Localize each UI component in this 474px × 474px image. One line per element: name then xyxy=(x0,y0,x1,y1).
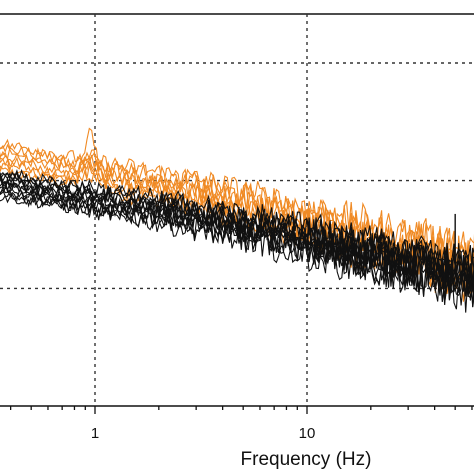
x-axis-label: Frequency (Hz) xyxy=(241,449,372,470)
x-axis-ticks xyxy=(9,406,473,414)
black-spectrum-line xyxy=(0,171,474,292)
x-tick-label-10: 10 xyxy=(299,425,316,442)
x-tick-labels: 1 10 xyxy=(91,425,316,442)
orange-spectrum-line xyxy=(0,151,474,287)
spectra-series xyxy=(0,127,474,313)
black-spectrum-line xyxy=(0,168,474,290)
x-tick-label-1: 1 xyxy=(91,425,99,442)
orange-spectrum-line xyxy=(0,143,474,276)
plot-frame xyxy=(0,13,474,407)
